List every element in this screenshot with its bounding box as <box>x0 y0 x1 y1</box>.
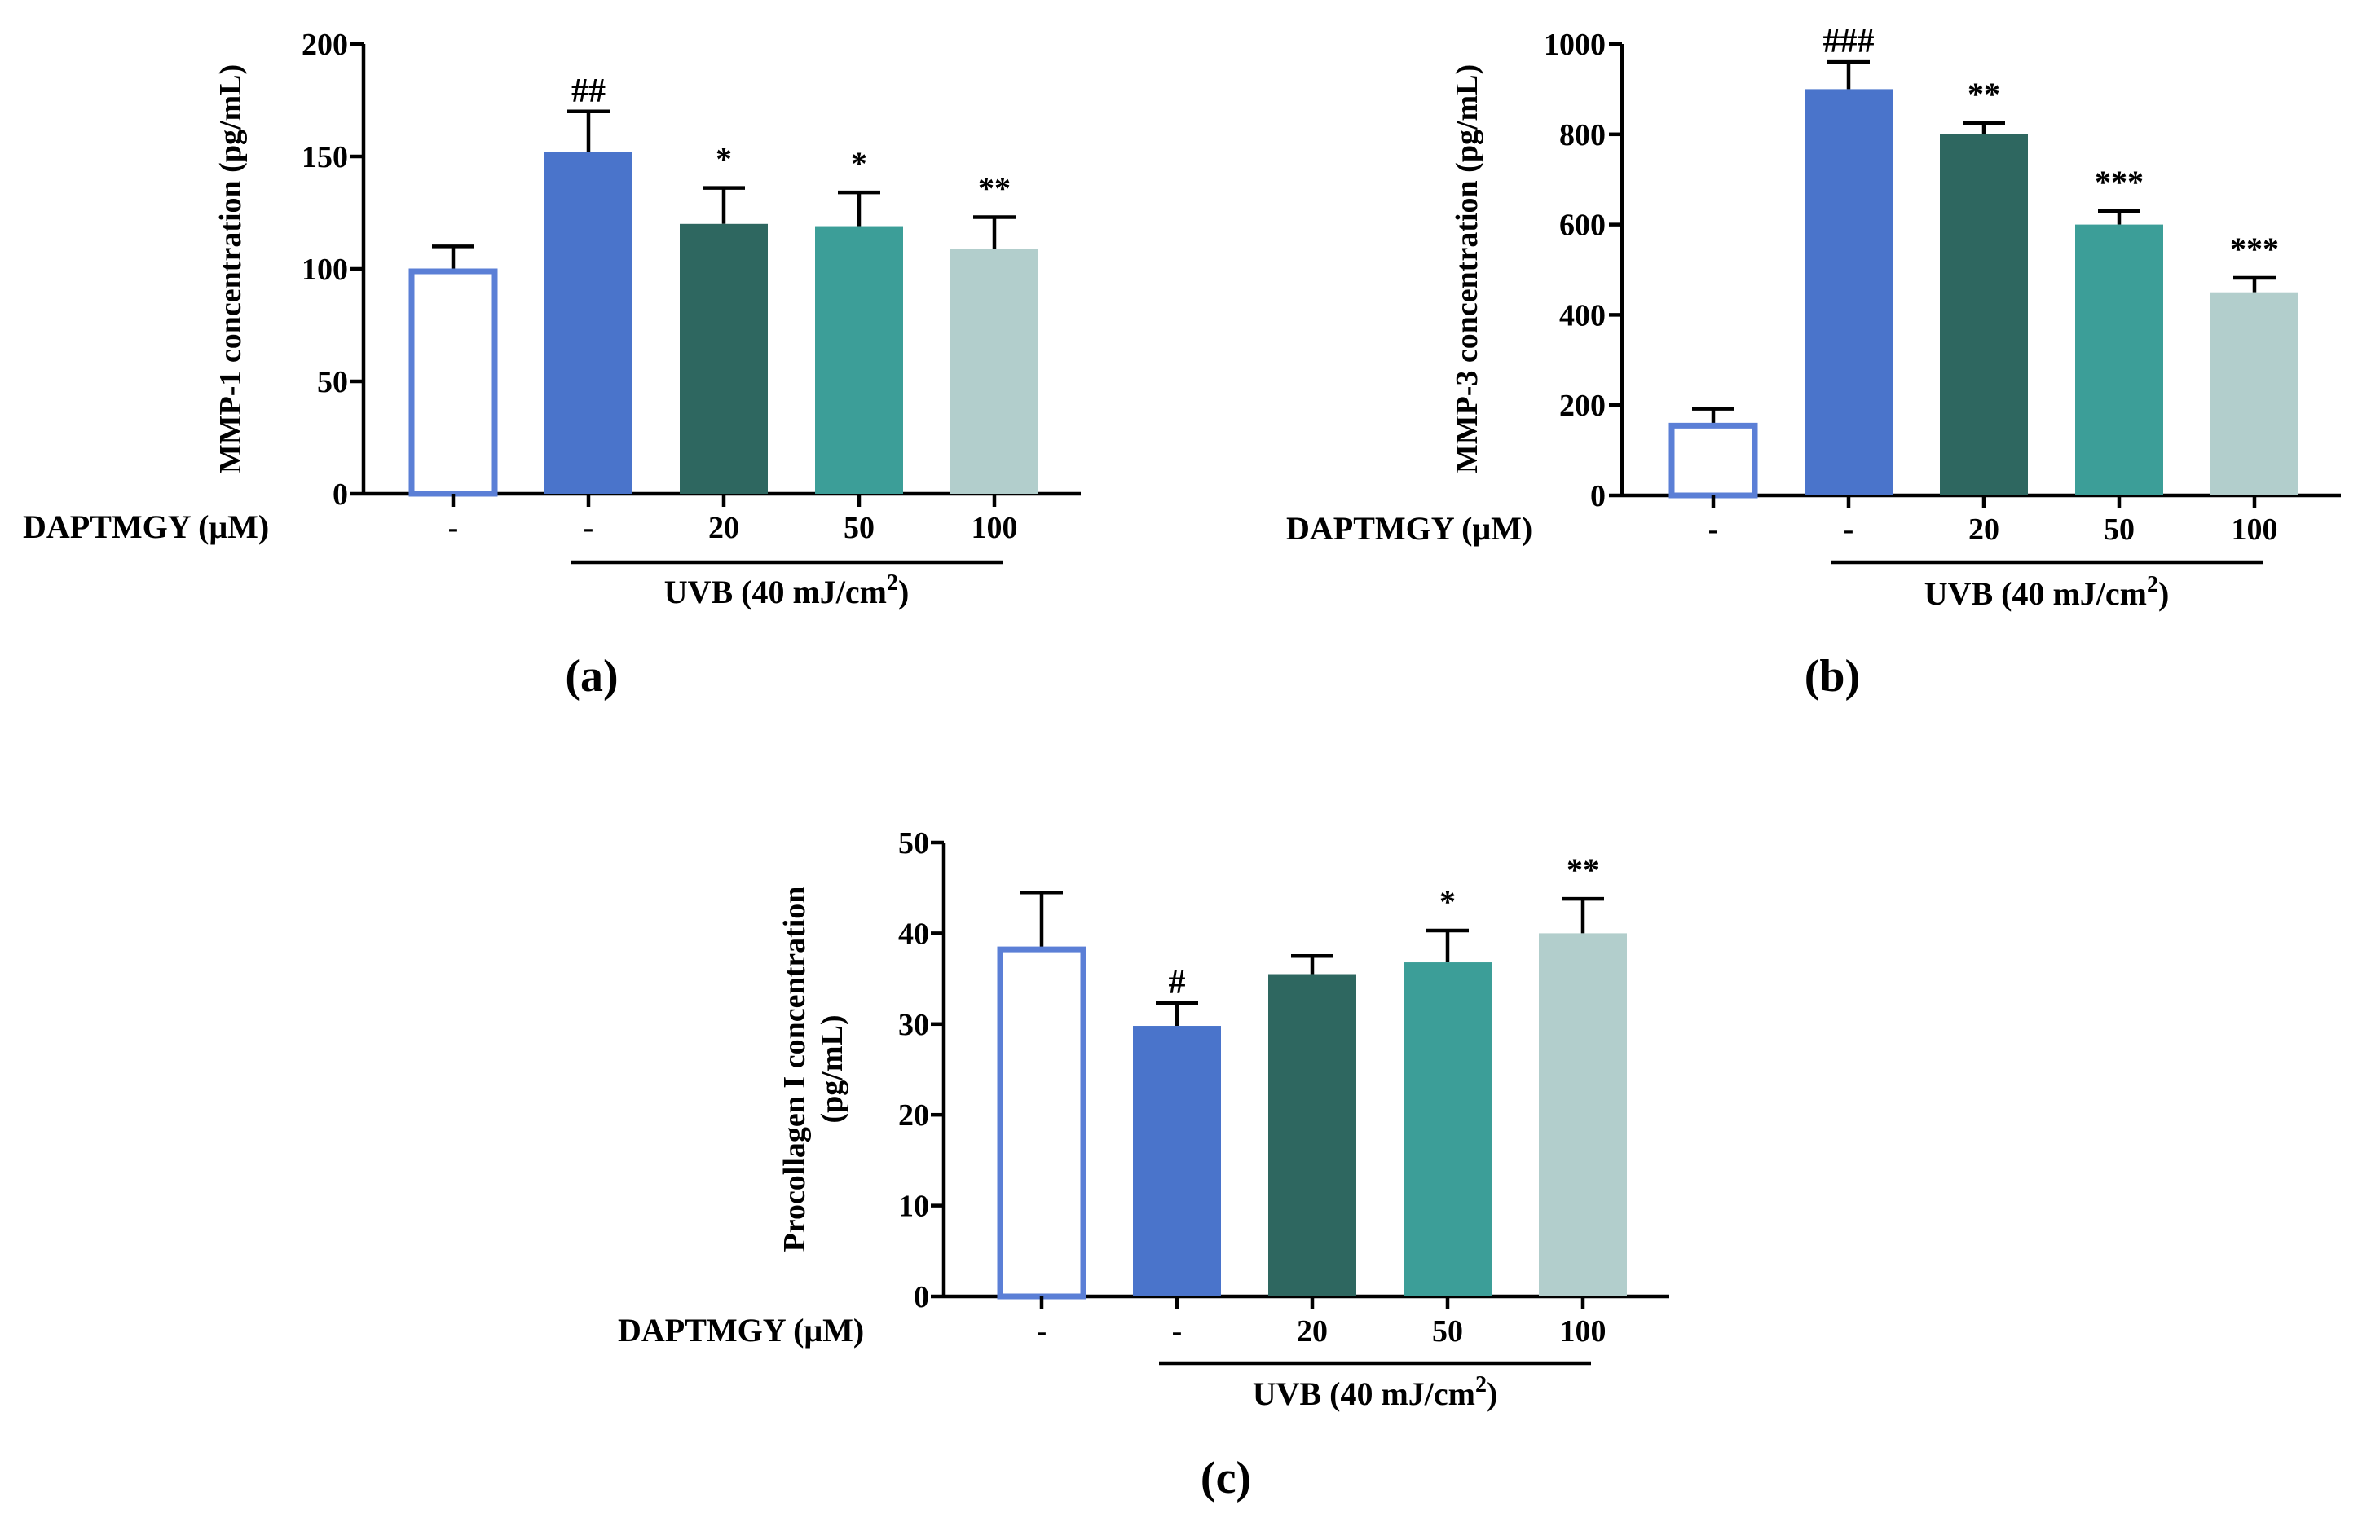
y-tick-label: 200 <box>302 28 348 62</box>
x-tick-label: 100 <box>972 511 1018 545</box>
uvb-label-text: UVB (40 mJ/cm <box>1924 575 2147 612</box>
x-tick-label: 20 <box>1968 513 1999 547</box>
uvb-label: UVB (40 mJ/cm2) <box>1924 572 2170 612</box>
panel-label: (c) <box>1201 1453 1251 1503</box>
treatment-label: DAPTMGY (μM) <box>618 1312 864 1349</box>
y-tick-label: 0 <box>333 477 348 512</box>
bar <box>1805 89 1893 496</box>
uvb-label-close: ) <box>898 574 909 610</box>
significance-label: * <box>716 141 732 178</box>
y-axis-label: MMP-3 concentration (pg/mL) <box>1450 64 1484 473</box>
significance-label: *** <box>2095 164 2144 200</box>
x-tick-label: 100 <box>1560 1314 1606 1349</box>
uvb-label-close: ) <box>2158 575 2169 612</box>
x-tick-label: 50 <box>844 511 875 545</box>
uvb-label: UVB (40 mJ/cm2) <box>1253 1372 1498 1412</box>
significance-label: * <box>851 145 867 182</box>
y-tick-label: 0 <box>914 1280 929 1314</box>
x-tick-label: 20 <box>708 511 739 545</box>
x-tick-label: - <box>1708 513 1719 547</box>
bar <box>1404 962 1492 1296</box>
y-axis-label: MMP-1 concentration (pg/mL) <box>214 64 248 473</box>
significance-label: ### <box>1823 23 1875 60</box>
y-tick-label: 100 <box>302 253 348 287</box>
x-tick-label: - <box>1844 513 1854 547</box>
significance-label: ** <box>1968 76 2000 112</box>
uvb-label-close: ) <box>1487 1375 1497 1412</box>
significance-label: ** <box>978 170 1011 207</box>
bar <box>1268 974 1356 1296</box>
y-tick-label: 400 <box>1559 298 1606 332</box>
bar <box>544 152 632 495</box>
uvb-label-superscript: 2 <box>887 570 898 596</box>
x-tick-label: 20 <box>1297 1314 1328 1349</box>
bar <box>950 249 1038 494</box>
x-tick-label: - <box>448 511 459 545</box>
chart-panel-3: 0 10 20 30 40 50 Procollagen I concentration (p… <box>618 826 1669 1503</box>
uvb-label-superscript: 2 <box>2147 572 2158 597</box>
x-tick-label: - <box>584 511 594 545</box>
chart-panel-2: 0 200 400 600 800 1000 MMP-3 concentration (pg… <box>1286 23 2341 702</box>
x-tick-label: - <box>1172 1314 1183 1349</box>
bar <box>1539 933 1627 1296</box>
bar <box>815 226 903 494</box>
y-tick-label: 0 <box>1590 479 1606 513</box>
x-tick-label: 50 <box>2104 513 2135 547</box>
y-tick-label: 1000 <box>1544 28 1606 62</box>
significance-label: *** <box>2230 231 2279 267</box>
bar <box>680 223 768 494</box>
y-tick-label: 30 <box>898 1008 929 1042</box>
x-tick-label: 50 <box>1432 1314 1463 1349</box>
y-tick-label: 600 <box>1559 209 1606 243</box>
bar <box>2075 224 2163 495</box>
uvb-label-text: UVB (40 mJ/cm <box>664 574 887 610</box>
significance-label: ** <box>1567 851 1599 888</box>
x-tick-label: 100 <box>2232 513 2278 547</box>
bar-control <box>1668 422 1758 499</box>
panel-label: (a) <box>565 651 618 702</box>
uvb-label-superscript: 2 <box>1475 1372 1487 1397</box>
y-tick-label: 20 <box>898 1098 929 1133</box>
significance-label: # <box>1169 964 1186 1001</box>
y-axis-label: Procollagen I concentration <box>778 887 812 1252</box>
y-axis-label: (pg/mL) <box>815 1015 849 1124</box>
y-tick-label: 40 <box>898 917 929 951</box>
y-tick-label: 150 <box>302 140 348 174</box>
y-tick-label: 800 <box>1559 118 1606 152</box>
bar <box>1940 134 2028 496</box>
significance-label: * <box>1439 883 1456 920</box>
y-tick-label: 200 <box>1559 389 1606 423</box>
uvb-label-text: UVB (40 mJ/cm <box>1253 1375 1475 1412</box>
bar-control <box>408 268 498 497</box>
bar <box>2210 292 2298 495</box>
panel-label: (b) <box>1805 651 1860 702</box>
significance-label: ## <box>571 73 606 110</box>
x-tick-label: - <box>1037 1314 1047 1349</box>
bar <box>1133 1026 1221 1296</box>
treatment-label: DAPTMGY (μM) <box>1286 510 1532 547</box>
y-tick-label: 50 <box>898 826 929 860</box>
treatment-label: DAPTMGY (μM) <box>23 508 269 545</box>
y-tick-label: 10 <box>898 1190 929 1224</box>
bar-control <box>997 946 1086 1300</box>
chart-panel-1: 0 50 100 150 200 MMP-1 concentration (pg/mL) -… <box>23 28 1081 702</box>
y-tick-label: 50 <box>317 365 348 399</box>
uvb-label: UVB (40 mJ/cm2) <box>664 570 910 610</box>
